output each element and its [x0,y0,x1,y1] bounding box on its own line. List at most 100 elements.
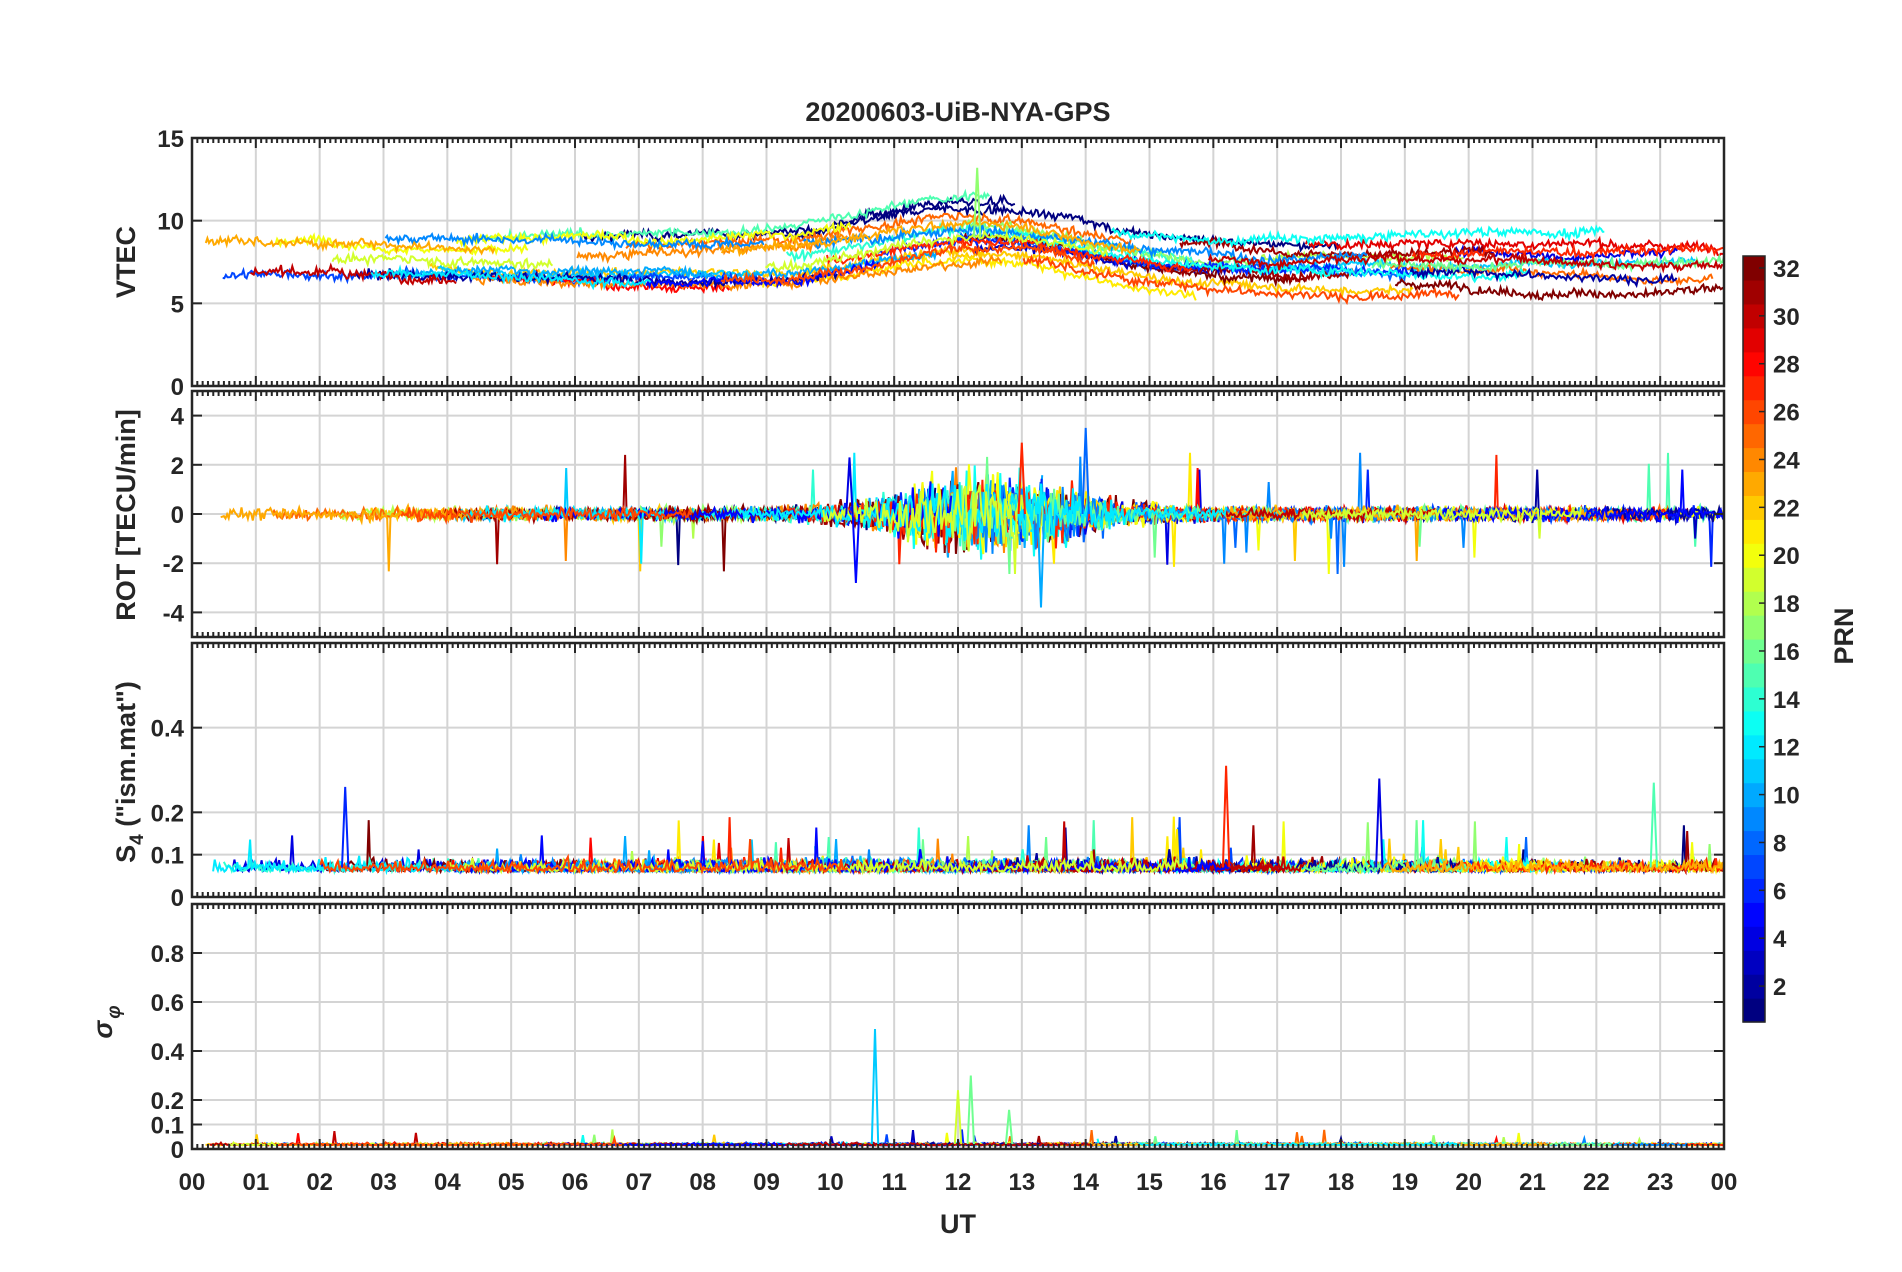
series-lines [212,765,1725,876]
prn-series-line [720,242,1095,287]
vtec-ylabel: VTEC [111,226,141,298]
x-tick-label: 08 [689,1169,716,1196]
y-tick-label: 0.2 [151,1088,184,1115]
prn-series-line [1409,265,1678,289]
colorbar-segment [1743,662,1765,688]
x-tick-label: 23 [1647,1169,1674,1196]
colorbar-tick-label: 24 [1773,447,1800,474]
prn-series-line [1111,224,1605,248]
y-tick-label: 0 [171,885,184,912]
prn-spike-line [851,513,861,583]
colorbar-segment [1743,902,1765,927]
x-tick-label: 18 [1328,1169,1355,1196]
colorbar-segment [1743,279,1765,305]
colorbar-tick-label: 6 [1773,878,1786,905]
prn-series-line [274,232,529,257]
x-tick-label: 20 [1455,1169,1482,1196]
prn-series-line [865,850,1189,875]
x-tick-label: 03 [370,1169,397,1196]
prn-series-line [625,211,1132,254]
colorbar-segment [1743,806,1765,832]
sigma-phi-panel: 00.10.2 0.4 0.6 0.8 [151,902,1726,1164]
s4-ylabel-main: S [111,845,141,863]
vtec-panel: 0 5 10 15 [157,126,1726,401]
prn-series-line [1411,241,1725,262]
sigma-ylabel: σφ [88,1005,125,1038]
minor-ticks [191,904,1725,1150]
prn-spike-line [1036,513,1046,608]
s4-ylabel-sub: 4 [127,834,148,845]
y-tick-label: 0 [171,374,184,401]
colorbar-segment [1743,495,1765,520]
x-tick-label: 12 [945,1169,972,1196]
series-lines [204,167,1725,306]
y-tick-label: 4 [171,404,185,431]
colorbar-tick-label: 16 [1773,639,1800,666]
rot-panel: -4 -2 0 2 4 [163,389,1726,639]
colorbar-segment [1743,998,1765,1023]
colorbar-segment [1743,830,1765,856]
rot-ylabel: ROT [TECU/min] [111,409,141,620]
y-tick-label: -2 [163,551,184,578]
figure-title: 20200603-UiB-NYA-GPS [805,97,1110,127]
x-tick-label: 14 [1072,1169,1099,1196]
prn-spike-line [1081,427,1090,515]
prn-series-line [1301,505,1583,539]
x-tick-labels: 00 01 02 03 04 05 06 07 08 09 10 11 12 13 14 15 16 17 18 19… [179,1169,1738,1196]
x-tick-label: 19 [1391,1169,1418,1196]
colorbar-tick-label: 22 [1773,495,1800,522]
y-tick-label: 0.4 [151,716,185,743]
y-tick-label: 0 [171,1137,184,1164]
colorbar-segment [1743,519,1765,544]
s4-panel: 0 0.1 0.2 0.4 [151,641,1726,912]
prn-series-line [400,504,692,526]
x-tick-label: 21 [1519,1169,1546,1196]
prn-series-line [319,839,849,876]
prn-series-line [1022,254,1460,306]
colorbar-label: PRN [1829,607,1859,664]
prn-spike-line [1017,442,1026,515]
colorbar-segment [1743,782,1765,808]
y-tick-label: -4 [163,600,185,627]
colorbar-frame [1742,255,1766,1023]
prn-spike-line [1375,778,1384,868]
colorbar-segment [1743,615,1765,640]
prn-series-line [250,262,457,286]
prn-series-line [1304,235,1725,257]
sigma-ylabel-sub: φ [104,1005,125,1018]
colorbar-segment [1743,758,1765,784]
colorbar-tick-label: 30 [1773,304,1800,331]
colorbar-segment [1743,734,1765,760]
y-tick-label: 0 [171,502,184,529]
colorbar-tick-label: 28 [1773,352,1800,379]
x-tick-label: 16 [1200,1169,1227,1196]
colorbar-segment [1743,591,1765,616]
x-tick-label: 15 [1136,1169,1163,1196]
colorbar-segment [1743,375,1765,401]
colorbar-segment [1743,639,1765,664]
prn-spike-line [966,1075,975,1145]
prn-spike-line [973,167,982,238]
colorbar-tick-label: 26 [1773,400,1800,427]
series-lines [220,427,1725,608]
prn-spike-line [845,457,854,515]
colorbar-segment [1743,471,1765,496]
x-axis-label: UT [940,1209,976,1239]
prn-series-line [370,264,652,291]
prn-series-line [822,484,1032,575]
x-tick-label: 09 [753,1169,780,1196]
y-tick-label: 5 [171,291,184,318]
prn-series-line [765,228,1109,273]
y-tick-label: 0.1 [151,1113,184,1140]
minor-ticks [191,137,1725,387]
colorbar-segment [1743,950,1765,975]
s4-ylabel-rest: ("ism.mat") [111,681,141,834]
x-tick-label: 05 [498,1169,525,1196]
prn-spike-line [1221,765,1231,868]
colorbar-tick-label: 4 [1773,926,1787,953]
prn-series-line [1207,249,1724,274]
y-tick-label: 0.4 [151,1039,185,1066]
prn-series-line [278,1134,625,1148]
colorbar-segment [1743,710,1765,736]
